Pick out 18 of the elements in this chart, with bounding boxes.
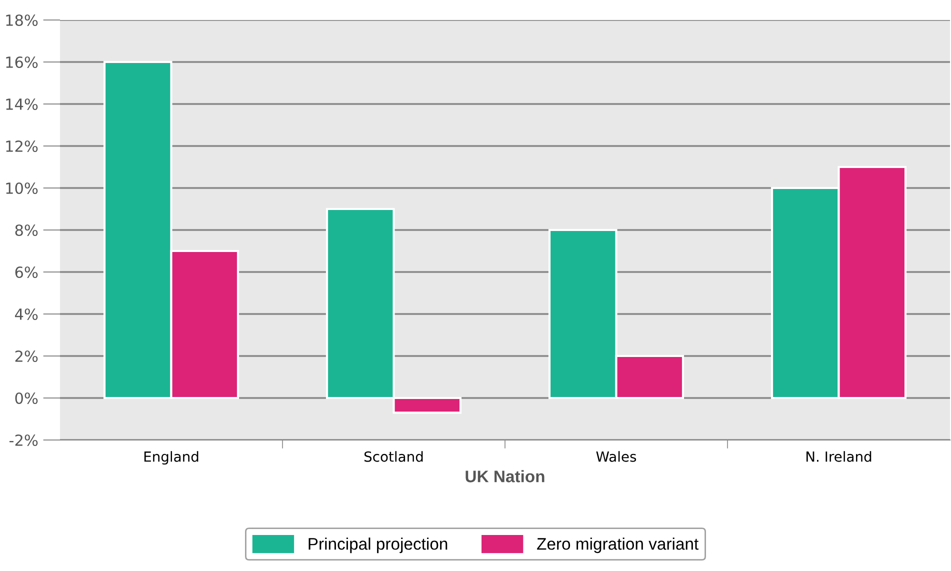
x-tick-label: England <box>144 451 198 465</box>
y-tick-label: 4% <box>14 308 38 320</box>
x-axis-title: UK Nation <box>466 470 544 482</box>
x-tick-label: Wales <box>596 451 636 462</box>
legend-label: Zero migration variant <box>537 538 699 554</box>
y-tick-label: 10% <box>6 182 38 194</box>
y-tick-label: 8% <box>15 224 38 236</box>
x-tick-label: N. Ireland <box>806 451 872 462</box>
y-tick-label: 14% <box>6 98 38 110</box>
y-tick-label: 18% <box>6 14 38 26</box>
legend-label: Principal projection <box>308 538 448 554</box>
y-tick-label: -2% <box>9 434 38 446</box>
y-tick-label: 2% <box>15 350 38 362</box>
y-tick-label: 16% <box>6 56 38 68</box>
y-tick-label: 6% <box>15 266 38 278</box>
x-tick-label: Scotland <box>364 451 423 462</box>
y-tick-label: 12% <box>6 140 38 152</box>
y-tick-label: 0% <box>15 392 38 404</box>
